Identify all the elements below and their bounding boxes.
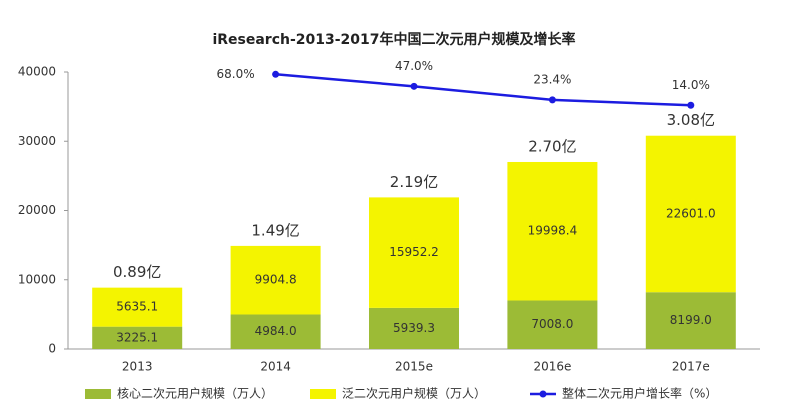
- bar: [645, 292, 736, 349]
- x-tick-label: 2017e: [672, 360, 710, 374]
- x-tick-label: 2015e: [395, 360, 433, 374]
- bar: [92, 287, 183, 327]
- bar: [507, 161, 598, 301]
- bar-value-label: 3225.1: [116, 330, 158, 344]
- bar: [92, 326, 183, 349]
- total-label: 2.70亿: [528, 137, 576, 155]
- bar-value-label: 5939.3: [393, 321, 435, 335]
- bar-value-label: 19998.4: [528, 224, 578, 238]
- bar: [507, 300, 598, 349]
- legend-label: 整体二次元用户增长率（%）: [562, 386, 717, 401]
- chart-title: iResearch-2013-2017年中国二次元用户规模及增长率: [212, 31, 575, 48]
- bar-value-label: 5635.1: [116, 300, 158, 314]
- bar-value-label: 4984.0: [255, 324, 297, 338]
- legend-label: 泛二次元用户规模（万人）: [342, 386, 486, 401]
- y-tick-label: 0: [48, 342, 56, 356]
- y-tick-label: 10000: [18, 272, 56, 286]
- y-tick-label: 20000: [18, 203, 56, 217]
- line-value-label: 23.4%: [533, 72, 571, 86]
- bar-value-label: 15952.2: [389, 245, 439, 259]
- legend-swatch: [310, 389, 336, 399]
- bar: [369, 307, 459, 349]
- x-tick-label: 2013: [122, 360, 153, 374]
- y-tick-label: 30000: [18, 134, 56, 148]
- legend-marker: [539, 390, 547, 398]
- bar: [645, 135, 736, 293]
- y-tick-label: 40000: [18, 65, 56, 79]
- line-point: [410, 82, 418, 90]
- bar-value-label: 22601.0: [666, 206, 716, 220]
- bar: [230, 245, 321, 315]
- total-label: 0.89亿: [113, 263, 161, 281]
- bar-value-label: 8199.0: [670, 313, 712, 327]
- x-tick-label: 2016e: [533, 360, 571, 374]
- line-point: [687, 101, 695, 109]
- line-value-label: 68.0%: [217, 67, 255, 81]
- line-value-label: 14.0%: [672, 78, 710, 92]
- line-point: [548, 96, 556, 104]
- total-label: 2.19亿: [390, 173, 438, 191]
- bar: [369, 197, 459, 308]
- legend-swatch: [85, 389, 111, 399]
- legend-label: 核心二次元用户规模（万人）: [117, 386, 273, 401]
- bar-value-label: 9904.8: [255, 273, 297, 287]
- total-label: 3.08亿: [667, 111, 715, 129]
- bar-value-label: 7008.0: [531, 317, 573, 331]
- x-tick-label: 2014: [260, 360, 291, 374]
- total-label: 1.49亿: [251, 221, 299, 239]
- line: [275, 73, 691, 107]
- line-value-label: 47.0%: [395, 59, 433, 73]
- bar: [230, 314, 321, 349]
- line-point: [272, 70, 280, 78]
